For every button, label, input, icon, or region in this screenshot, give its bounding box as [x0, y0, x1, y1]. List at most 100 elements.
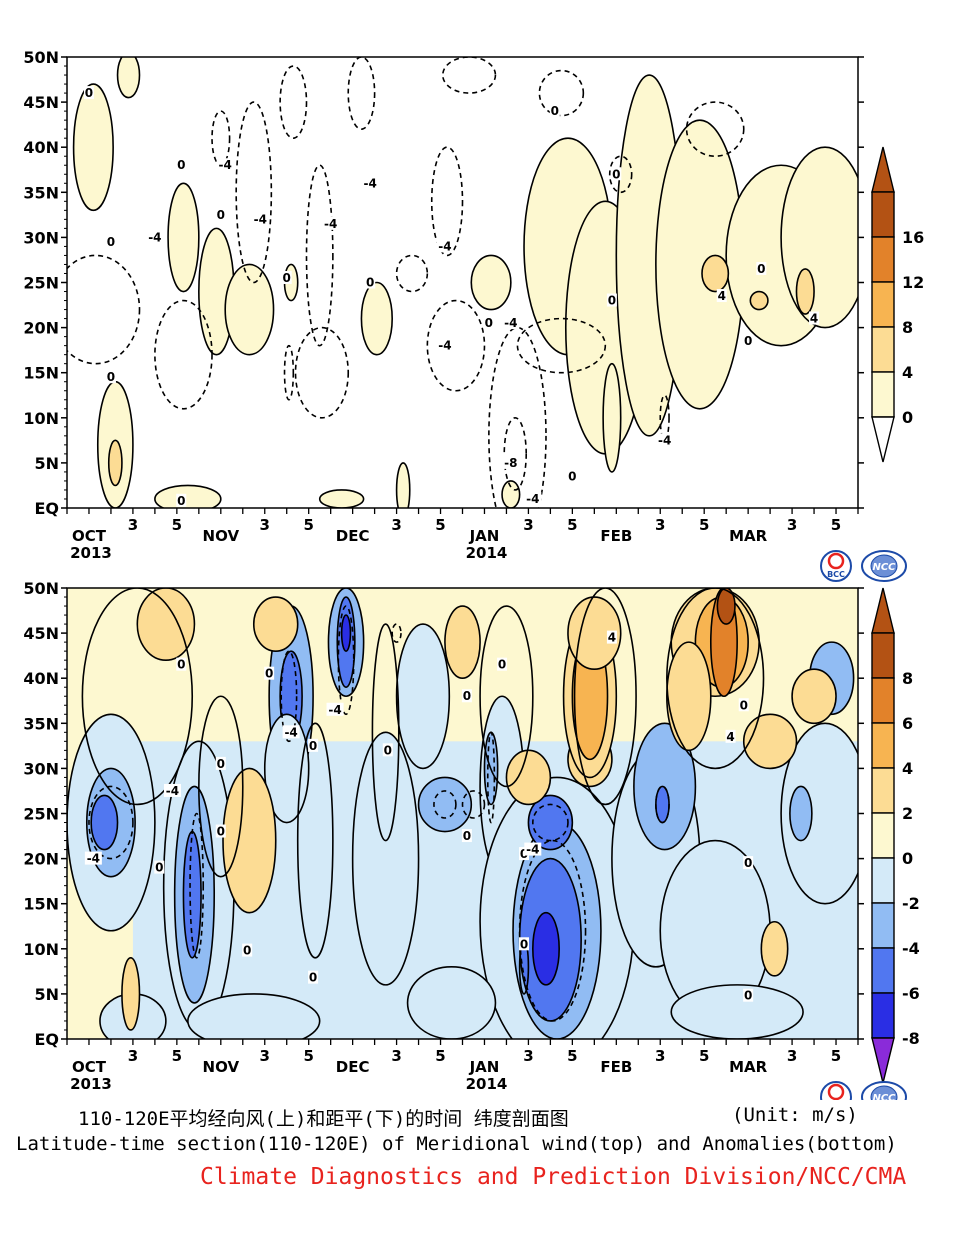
contour-negative-7 [518, 839, 587, 1022]
x-tick-label: 5 [435, 516, 445, 534]
contour-fill-32 [670, 984, 804, 1039]
contour-label-bg [656, 433, 674, 447]
contour-label-bg [497, 657, 508, 671]
contour-fill-42 [742, 713, 798, 770]
x-tick-label: 5 [303, 1047, 313, 1065]
contour-negative-3 [235, 101, 273, 284]
contour-negative-18 [279, 65, 308, 139]
contour-label: 4 [810, 312, 818, 326]
svg-text:NCC: NCC [872, 1093, 896, 1100]
contour-label: 0 [740, 698, 748, 712]
contour-label-bg [524, 842, 542, 856]
svg-text:BCC: BCC [827, 570, 845, 579]
contour-fill-28 [395, 623, 451, 770]
contour-label: 0 [485, 316, 493, 330]
contour-fill-0 [72, 83, 114, 212]
colorbar-top-triangle [871, 587, 895, 634]
contour-negative-5 [461, 790, 486, 819]
contour-fill-8 [470, 254, 512, 311]
x-tick-label: 3 [391, 1047, 401, 1065]
contour-label-bg [215, 207, 226, 221]
x-tick-label: 5 [435, 1047, 445, 1065]
bcc-logo: BCC [820, 1081, 852, 1100]
contour-negative-15 [659, 394, 670, 442]
contour-label: 0 [107, 235, 115, 249]
contour-label: -4 [254, 212, 267, 226]
colorbar-level: -6 [902, 984, 920, 1003]
contour-label-bg [436, 239, 454, 253]
contour-label-bg [756, 261, 767, 275]
colorbar-box [871, 902, 895, 949]
contour-fill-31 [406, 966, 497, 1039]
colorbar-level: -4 [902, 939, 920, 958]
contour-label: -4 [526, 843, 539, 857]
y-tick-label: 25N [23, 274, 59, 293]
contour-label-bg [163, 783, 181, 797]
colorbar-level: 4 [902, 759, 913, 778]
colorbar-level: -2 [902, 894, 920, 913]
contour-negative-16 [685, 101, 745, 158]
y-tick-label: 10N [23, 409, 59, 428]
contour-label: -4 [166, 784, 179, 798]
contour-label: 0 [85, 86, 93, 100]
contour-label: -4 [364, 176, 377, 190]
contour-label: -8 [504, 456, 517, 470]
x-tick-label: JAN [469, 527, 500, 545]
y-tick-label: 5N [34, 985, 59, 1004]
x-tick-label: JAN [469, 1058, 500, 1076]
contour-label-bg [519, 937, 530, 951]
y-tick-label: 25N [23, 805, 59, 824]
x-tick-label: OCT [72, 1058, 107, 1076]
contour-negative-8 [532, 803, 569, 842]
contour-label-bg [436, 338, 454, 352]
contour-fill-2 [107, 439, 123, 487]
contour-label-bg [606, 293, 617, 307]
contour-label-bg [606, 630, 617, 644]
contour-negative-8 [426, 299, 486, 392]
contour-negative-4 [283, 344, 295, 401]
x-tick-label: 5 [699, 1047, 709, 1065]
x-tick-label: 5 [567, 516, 577, 534]
x-tick-label: 3 [128, 1047, 138, 1065]
contour-label-bg [146, 230, 164, 244]
x-tick-label: 5 [172, 1047, 182, 1065]
contour-label: 0 [498, 658, 506, 672]
contour-label-bg [176, 657, 187, 671]
y-tick-label: EQ [34, 1030, 59, 1049]
colorbar-box [871, 371, 895, 418]
contour-label: -4 [324, 217, 337, 231]
x-tick-label: 5 [831, 516, 841, 534]
contour-label: 0 [217, 825, 225, 839]
y-tick-label: 30N [23, 228, 59, 247]
contour-label-bg [308, 738, 319, 752]
y-tick-label: 35N [23, 183, 59, 202]
contour-fill-16 [749, 290, 769, 311]
bcc-logo: BCC [820, 550, 852, 582]
contour-label: 0 [744, 856, 752, 870]
contour-label: -4 [148, 230, 161, 244]
contour-field: 0 0 -4 0 0 -4 -4 0 -4 -4 0 -4 -4 0 -4 0 -8 -4 0 0 -4 4 0 0 4 0 0 0 [67, 57, 858, 508]
contour-negative-14 [608, 155, 633, 194]
contour-negative-9 [655, 785, 670, 824]
contour-zero-3 [371, 623, 400, 842]
contour-negative-3 [337, 605, 355, 716]
x-tick-label: 3 [260, 516, 270, 534]
contour-label: -4 [526, 492, 539, 506]
contour-negative-0 [88, 785, 134, 860]
colorbar-bottom-triangle [871, 1037, 895, 1084]
y-tick-label: 10N [23, 940, 59, 959]
x-tick-label: 3 [787, 516, 797, 534]
colorbar-box [871, 812, 895, 859]
x-tick-label: 3 [260, 1047, 270, 1065]
contour-label-bg [105, 370, 116, 384]
contour-label-bg [743, 334, 754, 348]
ncc-logo: NCC [861, 550, 907, 582]
y-tick-label: 30N [23, 759, 59, 778]
y-tick-label: EQ [34, 499, 59, 518]
contour-fill-5 [224, 263, 275, 356]
y-tick-label: 15N [23, 895, 59, 914]
contour-label: 0 [612, 167, 620, 181]
contour-label: 4 [718, 289, 726, 303]
contour-label-bg [176, 158, 187, 172]
contour-fill-18 [532, 911, 560, 986]
